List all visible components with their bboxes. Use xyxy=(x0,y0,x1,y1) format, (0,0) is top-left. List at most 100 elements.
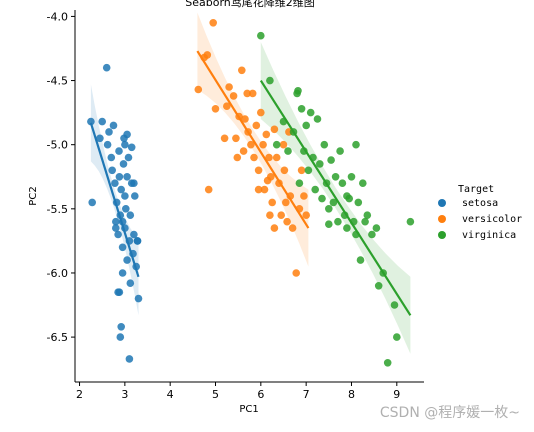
versicolor-point xyxy=(250,153,258,162)
legend-title: Target xyxy=(458,184,494,195)
virginica-point xyxy=(334,217,342,226)
setosa-point xyxy=(107,153,116,162)
versicolor-point xyxy=(260,185,269,194)
setosa-point xyxy=(112,217,120,226)
versicolor-point xyxy=(292,269,301,277)
y-ticks: -6.5 -6.0 -5.5 -5.0 -4.5 -4.0 xyxy=(47,10,75,344)
versicolor-point xyxy=(280,166,289,175)
setosa-point xyxy=(109,121,118,130)
virginica-point xyxy=(284,147,292,155)
virginica-point xyxy=(311,185,320,194)
virginica-point xyxy=(316,160,324,168)
setosa-point xyxy=(130,230,138,239)
versicolor-point xyxy=(302,211,311,219)
versicolor-point xyxy=(297,166,306,175)
setosa-point xyxy=(121,140,129,149)
setosa-point xyxy=(111,179,119,187)
setosa-point xyxy=(102,63,111,72)
setosa-point xyxy=(126,211,135,219)
versicolor-point xyxy=(262,130,271,139)
versicolor-point xyxy=(225,83,233,91)
scatter-points xyxy=(87,19,415,367)
versicolor-point xyxy=(266,211,274,219)
versicolor-point xyxy=(220,134,229,143)
virginica-point xyxy=(313,115,322,123)
versicolor-point xyxy=(248,89,257,98)
setosa-point xyxy=(123,130,131,139)
versicolor-point xyxy=(233,153,242,162)
setosa-point xyxy=(112,224,120,232)
legend-label-versicolor: versicolor xyxy=(462,214,522,225)
virginica-point xyxy=(304,166,313,175)
setosa-point xyxy=(116,333,125,341)
virginica-point xyxy=(393,333,401,341)
virginica-point xyxy=(320,140,329,149)
legend-label-virginica: virginica xyxy=(462,230,516,241)
setosa-point xyxy=(96,134,104,143)
setosa-point xyxy=(122,205,130,213)
setosa-point xyxy=(118,269,127,277)
setosa-point xyxy=(125,355,134,363)
virginica-point xyxy=(294,87,302,95)
versicolor-point xyxy=(283,217,291,226)
setosa-point xyxy=(126,279,135,288)
versicolor-point xyxy=(223,102,231,110)
virginica-point xyxy=(318,194,326,203)
setosa-point xyxy=(119,160,128,168)
virginica-point xyxy=(361,217,369,226)
regression-lines xyxy=(89,50,412,316)
setosa-point xyxy=(87,117,95,126)
setosa-point xyxy=(124,153,133,162)
versicolor-point xyxy=(209,19,217,27)
virginica-regression-line xyxy=(259,79,412,316)
x-tick-label: 4 xyxy=(167,388,174,401)
versicolor-regression-line xyxy=(196,50,310,229)
virginica-point xyxy=(368,230,376,239)
versicolor-point xyxy=(241,115,249,123)
x-tick-label: 6 xyxy=(257,388,264,401)
virginica-point xyxy=(272,140,281,149)
virginica-point xyxy=(390,301,399,309)
setosa-point xyxy=(115,147,123,155)
versicolor-point xyxy=(268,198,277,207)
versicolor-point xyxy=(288,224,297,232)
watermark: CSDN @程序媛一枚~ xyxy=(379,405,520,421)
chart-title: Seaborn鸢尾花降维2维图 xyxy=(185,0,315,9)
setosa-point xyxy=(121,192,129,200)
setosa-point xyxy=(88,198,96,207)
setosa-point xyxy=(123,256,131,264)
setosa-point xyxy=(115,173,124,181)
x-tick-label: 3 xyxy=(121,388,128,401)
virginica-point xyxy=(306,108,315,117)
legend-marker-setosa xyxy=(438,199,446,207)
versicolor-point xyxy=(259,140,267,149)
setosa-point xyxy=(131,192,139,200)
setosa-point xyxy=(108,166,116,175)
setosa-point xyxy=(123,173,131,181)
virginica-point xyxy=(325,205,333,213)
x-axis-label: PC1 xyxy=(239,404,258,415)
setosa-point xyxy=(118,243,127,252)
virginica-point xyxy=(329,198,338,207)
legend-marker-virginica xyxy=(438,231,446,239)
y-tick-label: -5.0 xyxy=(47,139,68,152)
versicolor-point xyxy=(211,105,220,113)
versicolor-point xyxy=(265,153,273,162)
setosa-point xyxy=(103,140,112,149)
virginica-point xyxy=(297,105,306,113)
versicolor-point xyxy=(243,89,251,98)
versicolor-point xyxy=(239,147,248,155)
versicolor-point xyxy=(277,211,286,219)
x-tick-label: 2 xyxy=(76,388,83,401)
virginica-point xyxy=(363,211,372,219)
versicolor-point xyxy=(270,125,279,134)
versicolor-point xyxy=(254,166,263,175)
x-tick-label: 7 xyxy=(303,388,310,401)
virginica-point xyxy=(257,31,265,40)
legend-label-setosa: setosa xyxy=(462,198,498,209)
setosa-point xyxy=(117,323,125,331)
versicolor-point xyxy=(238,66,246,75)
versicolor-point xyxy=(270,224,279,232)
y-tick-label: -4.5 xyxy=(47,75,68,88)
